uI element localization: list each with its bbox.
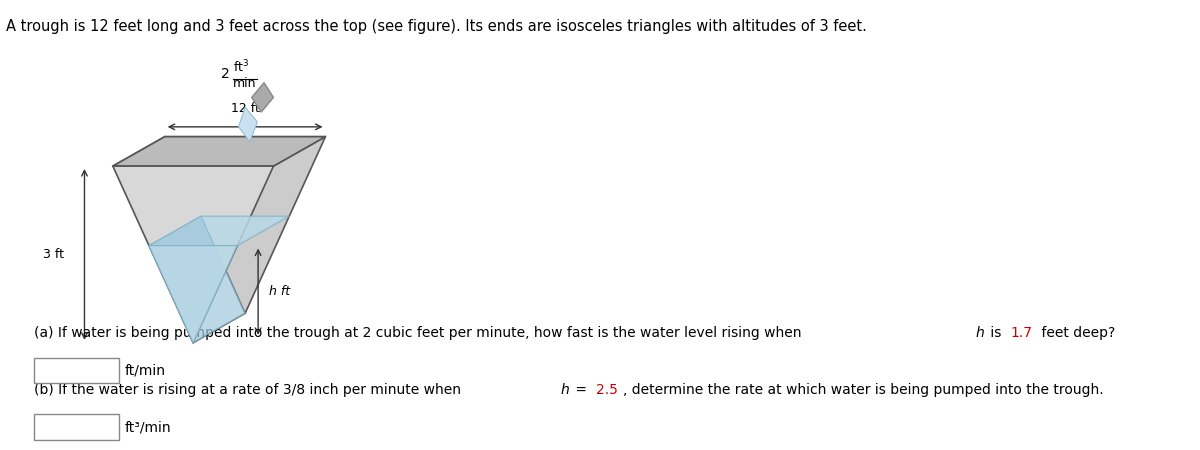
FancyBboxPatch shape	[35, 357, 120, 383]
FancyBboxPatch shape	[35, 414, 120, 440]
Text: is: is	[986, 326, 1006, 340]
Text: A trough is 12 feet long and 3 feet across the top (see figure). Its ends are is: A trough is 12 feet long and 3 feet acro…	[6, 19, 866, 34]
Polygon shape	[164, 137, 325, 313]
Text: 3 ft: 3 ft	[43, 248, 64, 261]
Text: 1.7: 1.7	[1010, 326, 1032, 340]
Polygon shape	[113, 166, 274, 343]
Text: 3 ft: 3 ft	[204, 186, 224, 199]
Text: h: h	[976, 326, 984, 340]
Text: ft/min: ft/min	[125, 363, 166, 377]
Text: (a) If water is being pumped into the trough at 2 cubic feet per minute, how fas: (a) If water is being pumped into the tr…	[35, 326, 806, 340]
Polygon shape	[113, 137, 325, 166]
Polygon shape	[252, 83, 274, 112]
Text: 2.5: 2.5	[596, 383, 618, 397]
Text: =: =	[571, 383, 592, 397]
Text: min: min	[233, 76, 257, 90]
Polygon shape	[149, 216, 289, 246]
Polygon shape	[239, 107, 257, 142]
Text: h ft: h ft	[270, 285, 290, 298]
Text: h: h	[560, 383, 569, 397]
Polygon shape	[149, 246, 238, 343]
Text: (b) If the water is rising at a rate of 3/8 inch per minute when: (b) If the water is rising at a rate of …	[35, 383, 466, 397]
Text: , determine the rate at which water is being pumped into the trough.: , determine the rate at which water is b…	[623, 383, 1103, 397]
Text: 12 ft: 12 ft	[230, 102, 259, 115]
Text: ft$^3$: ft$^3$	[233, 58, 250, 75]
Text: feet deep?: feet deep?	[1037, 326, 1115, 340]
Text: 2: 2	[222, 67, 235, 81]
Polygon shape	[149, 216, 245, 343]
Text: ft³/min: ft³/min	[125, 420, 172, 434]
